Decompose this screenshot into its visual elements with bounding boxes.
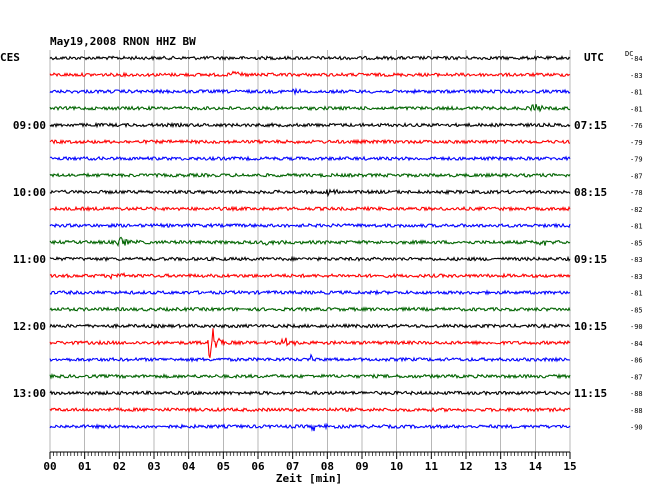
- x-tick-label: 14: [529, 460, 543, 473]
- dc-offset-value: -81: [630, 223, 643, 231]
- left-time-label: 11:00: [13, 253, 46, 266]
- trace-line: [49, 289, 571, 296]
- dc-offset-value: -76: [630, 122, 643, 130]
- x-axis: 00 01 02 03 04 05 06 07 08 09 10 11 12 13 14 15: [43, 451, 577, 473]
- trace-line: [49, 322, 571, 330]
- dc-offset-value: -83: [630, 256, 643, 264]
- dc-label: DC: [625, 50, 633, 58]
- trace-line: [49, 188, 571, 198]
- trace-line: [49, 104, 571, 113]
- trace-line: [49, 87, 571, 96]
- dc-offset-value: -85: [630, 239, 643, 247]
- trace-line: [49, 406, 571, 413]
- dc-offset-value: -86: [630, 357, 643, 365]
- trace-line: [49, 138, 571, 145]
- dc-offset-value: -79: [630, 139, 643, 147]
- dc-offset-value: -78: [630, 189, 643, 197]
- trace-line: [49, 222, 571, 229]
- dc-offset-value: -87: [630, 373, 643, 381]
- chart-title: May19,2008 RNON HHZ BW: [50, 35, 196, 48]
- trace-line: [49, 121, 571, 129]
- x-tick-label: 10: [390, 460, 403, 473]
- dc-offset-value: -79: [630, 156, 643, 164]
- dc-offset-value: -81: [630, 89, 643, 97]
- trace-line: [49, 306, 571, 313]
- left-time-labels: 09:00 10:00 11:00 12:00 13:00: [13, 119, 46, 400]
- trace-line: [49, 236, 571, 248]
- x-tick-label: 08: [321, 460, 334, 473]
- right-time-label: 09:15: [574, 253, 607, 266]
- x-tick-label: 07: [286, 460, 299, 473]
- dc-offset-value: -81: [630, 105, 643, 113]
- x-tick-label: 02: [113, 460, 126, 473]
- trace-line: [49, 328, 571, 358]
- x-tick-label: 09: [355, 460, 368, 473]
- right-time-labels: 07:15 08:15 09:15 10:15 11:15: [574, 119, 607, 400]
- left-time-label: 09:00: [13, 119, 46, 132]
- dc-offset-value: -81: [630, 290, 643, 298]
- left-time-label: 13:00: [13, 387, 46, 400]
- dc-offset-value: -88: [630, 390, 643, 398]
- dc-offset-value: -87: [630, 172, 643, 180]
- trace-line: [49, 205, 571, 213]
- dc-offset-value: -85: [630, 306, 643, 314]
- x-tick-label: 13: [494, 460, 507, 473]
- dc-offset-value: -88: [630, 407, 643, 415]
- dc-offset-value: -84: [630, 340, 643, 348]
- trace-line: [49, 373, 571, 380]
- trace-line: [49, 70, 571, 78]
- dc-offset-value: -82: [630, 206, 643, 214]
- x-tick-label: 04: [182, 460, 196, 473]
- dc-offset-value: -83: [630, 273, 643, 281]
- x-tick-label: 00: [43, 460, 56, 473]
- trace-line: [49, 55, 571, 61]
- trace-line: [49, 353, 571, 363]
- trace-line: [49, 155, 571, 162]
- right-time-label: 07:15: [574, 119, 607, 132]
- dc-offset-labels: -84 -83 -81 -81 -76 -79 -79 -87 -78 -82 -81 -85 -83 -…: [630, 55, 643, 432]
- right-timezone-label: UTC: [584, 51, 604, 64]
- trace-line: [49, 422, 571, 432]
- left-time-label: 12:00: [13, 320, 46, 333]
- dc-offset-value: -90: [630, 424, 643, 432]
- seismic-traces: [49, 55, 571, 432]
- x-tick-label: 15: [563, 460, 576, 473]
- minute-grid: [49, 50, 571, 452]
- x-axis-label: Zeit [min]: [276, 472, 342, 485]
- right-time-label: 11:15: [574, 387, 607, 400]
- x-tick-label: 11: [425, 460, 439, 473]
- trace-line: [49, 255, 571, 263]
- x-tick-label: 01: [78, 460, 92, 473]
- x-tick-label: 12: [459, 460, 472, 473]
- left-timezone-label: CES: [0, 51, 20, 64]
- left-time-label: 10:00: [13, 186, 46, 199]
- trace-line: [49, 172, 571, 179]
- right-time-label: 08:15: [574, 186, 607, 199]
- dc-offset-value: -84: [630, 55, 643, 63]
- dc-offset-value: -83: [630, 72, 643, 80]
- x-tick-label: 05: [217, 460, 230, 473]
- right-time-label: 10:15: [574, 320, 607, 333]
- trace-line: [49, 271, 571, 281]
- trace-line: [49, 389, 571, 397]
- x-tick-label: 06: [251, 460, 265, 473]
- dc-offset-value: -90: [630, 323, 643, 331]
- x-tick-label: 03: [147, 460, 160, 473]
